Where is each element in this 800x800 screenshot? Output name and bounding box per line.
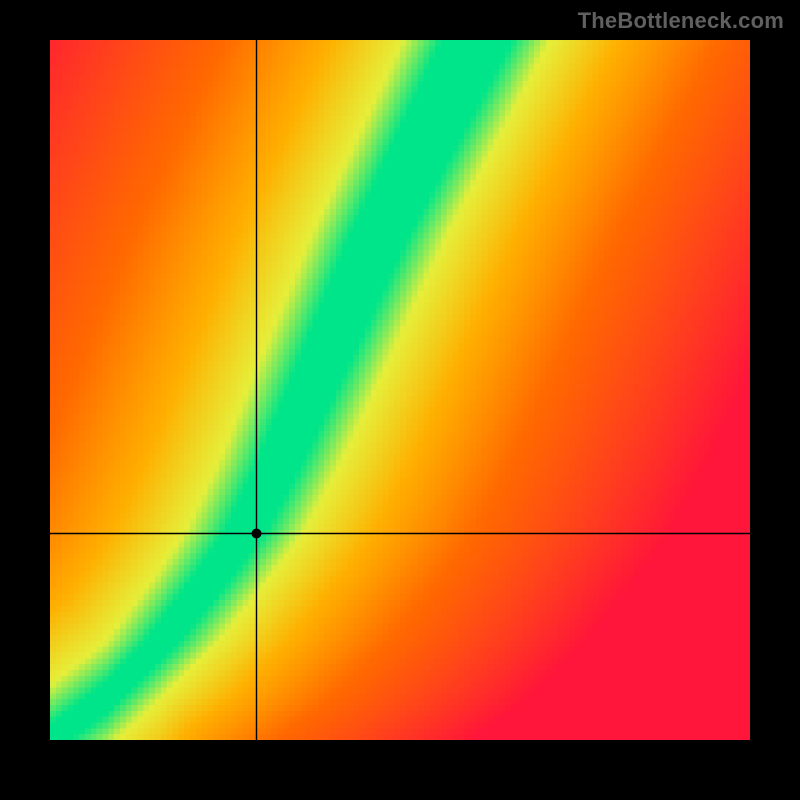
watermark-text: TheBottleneck.com [578,8,784,34]
chart-container: { "watermark": "TheBottleneck.com", "hea… [0,0,800,800]
bottleneck-heatmap [50,40,750,740]
